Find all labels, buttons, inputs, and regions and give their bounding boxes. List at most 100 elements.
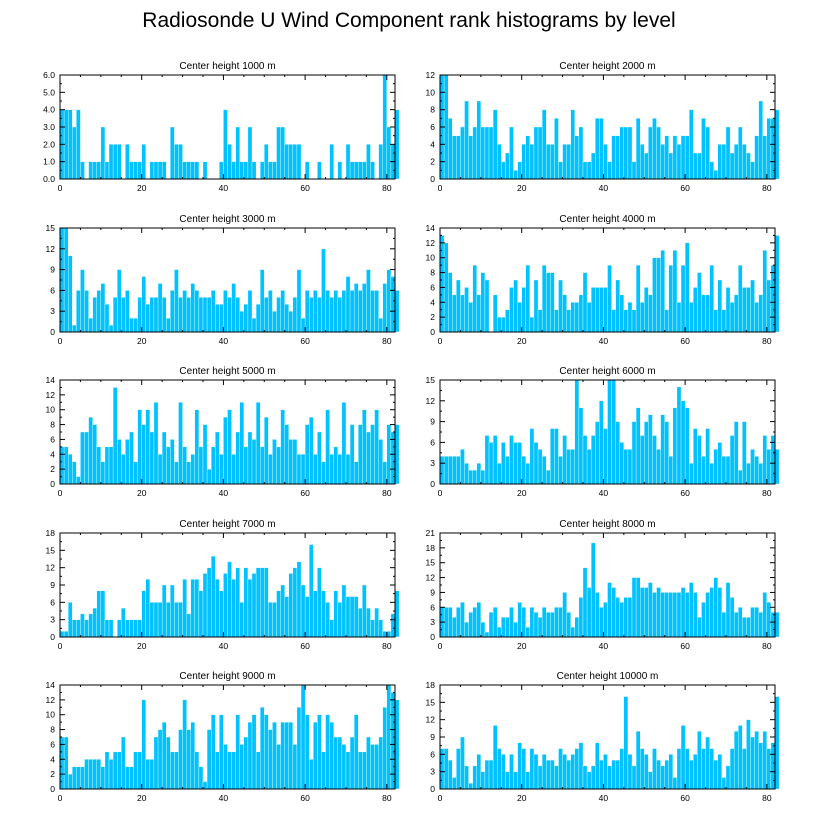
y-tick-label: 3 <box>50 615 55 625</box>
histogram-bar <box>260 269 265 333</box>
x-tick-label: 60 <box>300 488 310 498</box>
histogram-bar <box>668 152 674 180</box>
histogram-bar <box>590 765 596 790</box>
y-tick-label: 5.0 <box>43 87 55 97</box>
histogram-bar <box>149 431 155 485</box>
histogram-bar <box>537 617 543 638</box>
histogram-bar <box>206 567 212 638</box>
histogram-bar <box>362 161 367 180</box>
histogram-bar <box>627 597 633 638</box>
histogram-bar <box>272 311 277 333</box>
histogram-bar <box>599 118 604 180</box>
histogram-bar <box>738 725 743 790</box>
histogram-bar <box>635 577 641 638</box>
histogram-bar <box>202 781 208 790</box>
histogram-bar <box>108 446 114 485</box>
histogram-bar <box>554 765 559 790</box>
y-tick-label: 10 <box>426 87 436 97</box>
histogram-bar <box>582 272 588 333</box>
histogram-bar <box>145 579 151 638</box>
histogram-bar <box>260 707 265 790</box>
histogram-bar <box>464 100 469 180</box>
histogram-bar <box>652 748 657 790</box>
histogram-bar <box>112 387 118 485</box>
x-tick-label: 80 <box>382 183 392 193</box>
histogram-bar <box>550 144 555 180</box>
histogram-bar <box>729 152 735 180</box>
histogram-bar <box>125 766 130 790</box>
histogram-bar <box>668 456 674 485</box>
histogram-bar <box>484 759 490 790</box>
histogram-bar <box>721 777 727 790</box>
histogram-bar <box>100 461 106 485</box>
histogram-bar <box>260 446 265 485</box>
histogram-bar <box>145 409 151 485</box>
y-tick-label: 4 <box>50 754 55 764</box>
histogram-bar <box>255 567 261 638</box>
histogram-bar <box>611 759 616 790</box>
histogram-bar <box>239 161 245 180</box>
histogram-bar <box>684 592 690 638</box>
histogram-bar <box>529 316 535 333</box>
histogram-bar <box>656 587 661 638</box>
histogram-bar <box>247 431 253 485</box>
histogram-bar <box>774 696 780 790</box>
y-tick-label: 4.0 <box>43 105 55 115</box>
histogram-bar <box>121 454 126 485</box>
histogram-bar <box>223 744 228 790</box>
histogram-bar <box>505 309 510 333</box>
histogram-bar <box>235 714 240 790</box>
histogram-bar <box>129 161 134 180</box>
histogram-bar <box>272 602 277 638</box>
histogram-bar <box>664 421 669 485</box>
histogram-bar <box>693 287 698 333</box>
histogram-bar <box>472 469 477 485</box>
histogram-bar <box>697 152 702 180</box>
histogram-bar <box>161 721 167 790</box>
histogram-bar <box>366 144 371 180</box>
histogram-bar <box>268 729 273 790</box>
histogram-bar <box>390 613 396 638</box>
histogram-bar <box>558 456 563 485</box>
histogram-bar <box>603 754 608 790</box>
x-tick-label: 20 <box>137 488 147 498</box>
y-tick-label: 18 <box>46 528 56 538</box>
histogram-bar <box>141 424 146 485</box>
histogram-bar <box>623 449 629 485</box>
histogram-bar <box>566 612 571 638</box>
histogram-bar <box>157 729 163 790</box>
histogram-bar <box>460 449 465 485</box>
x-tick-label: 0 <box>58 336 63 346</box>
histogram-panel: Center height 1000 m 0 20 40 60 80 0.0 1.0 2.0 3.… <box>43 61 400 193</box>
histogram-bar <box>67 109 73 180</box>
histogram-panel: Center height 5000 m 0 20 40 60 80 0 2 4 6 8 10 12 14 <box>46 366 400 498</box>
histogram-bar <box>92 297 97 333</box>
histogram-bar <box>566 309 571 333</box>
histogram-bar <box>67 773 73 790</box>
histogram-bar <box>194 579 200 638</box>
histogram-bar <box>492 725 498 790</box>
x-tick-label: 40 <box>219 183 229 193</box>
y-tick-label: 15 <box>426 697 436 707</box>
histogram-bar <box>370 619 375 638</box>
histogram-bar <box>272 439 277 485</box>
histogram-bar <box>709 587 714 638</box>
histogram-bar <box>603 287 608 333</box>
histogram-bar <box>202 573 208 638</box>
histogram-bar <box>202 424 208 485</box>
histogram-bar <box>210 555 216 638</box>
histogram-bar <box>313 454 318 485</box>
histogram-panel: Center height 8000 m 0 20 40 60 80 0 3 6 9 12 15 18 2… <box>426 519 780 651</box>
histogram-bar <box>125 439 130 485</box>
x-tick-label: 20 <box>517 793 527 803</box>
histogram-bar <box>476 294 482 333</box>
histogram-bar <box>595 592 600 638</box>
histogram-bar <box>157 283 163 333</box>
histogram-panel: Center height 9000 m 0 20 40 60 80 0 2 4 6 8 10 12 14 <box>46 671 400 803</box>
histogram-bar <box>701 118 706 180</box>
histogram-bar <box>321 248 326 333</box>
histogram-bar <box>321 590 326 638</box>
histogram-bar <box>362 283 367 333</box>
histogram-bar <box>76 619 81 638</box>
histogram-bar <box>129 766 134 790</box>
